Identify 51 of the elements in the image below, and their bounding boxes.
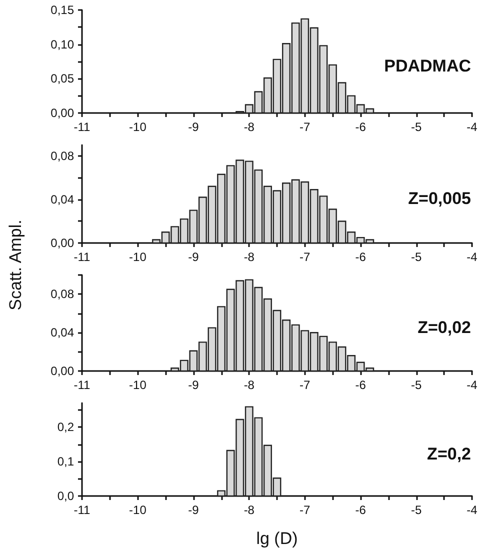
x-tick-label: -10 bbox=[129, 503, 147, 517]
y-tick-label: 0,04 bbox=[50, 326, 74, 340]
x-tick-label: -9 bbox=[188, 503, 200, 517]
y-tick-label: 0,2 bbox=[57, 420, 74, 434]
x-tick-label: -9 bbox=[188, 250, 200, 264]
x-tick-label: -10 bbox=[129, 378, 147, 392]
y-tick-label: 0,0 bbox=[57, 489, 74, 503]
x-tick-label: -10 bbox=[129, 250, 147, 264]
y-tick-label: 0,08 bbox=[50, 287, 74, 302]
x-tick-label: -5 bbox=[410, 120, 422, 134]
y-tick-label: 0,05 bbox=[50, 72, 74, 86]
text: Z=0,005 bbox=[408, 189, 472, 208]
x-tick-label: -11 bbox=[74, 503, 91, 517]
y-tick-label: 0,00 bbox=[50, 106, 74, 120]
x-tick-label: -7 bbox=[300, 250, 311, 264]
y-tick-label: 0,1 bbox=[57, 454, 74, 469]
x-tick-label: -5 bbox=[410, 503, 422, 517]
x-tick-label: -11 bbox=[74, 250, 91, 264]
x-tick-label: -11 bbox=[74, 120, 91, 134]
y-tick-label: 0,00 bbox=[50, 364, 74, 378]
x-tick-label: -7 bbox=[300, 503, 311, 517]
y-tick-label: 0,08 bbox=[50, 148, 74, 163]
x-tick-label: -8 bbox=[244, 250, 255, 264]
x-tick-label: -5 bbox=[410, 250, 422, 264]
x-tick-label: -9 bbox=[188, 120, 200, 134]
x-axis-title: lg (D) bbox=[256, 529, 298, 548]
x-tick-label: -4 bbox=[466, 503, 478, 517]
x-tick-label: -8 bbox=[244, 378, 255, 392]
x-tick-label: -11 bbox=[74, 378, 91, 392]
x-tick-label: -9 bbox=[188, 378, 200, 392]
x-tick-label: -6 bbox=[355, 503, 366, 517]
x-tick-label: -8 bbox=[244, 503, 255, 517]
x-tick-label: -7 bbox=[300, 120, 311, 134]
text: PDADMAC bbox=[384, 56, 472, 76]
x-tick-label: -6 bbox=[355, 120, 366, 134]
y-tick-label: 0,10 bbox=[50, 37, 74, 52]
x-tick-label: -10 bbox=[129, 120, 147, 134]
y-axis-title: Scatt. Ampl. bbox=[6, 220, 26, 310]
x-tick-label: -6 bbox=[355, 378, 366, 392]
x-tick-label: -7 bbox=[300, 378, 311, 392]
x-tick-label: -4 bbox=[466, 120, 478, 134]
x-tick-label: -4 bbox=[466, 250, 478, 264]
y-tick-label: 0,04 bbox=[50, 192, 74, 206]
x-tick-label: -6 bbox=[355, 250, 366, 264]
y-tick-label: 0,15 bbox=[50, 3, 74, 17]
x-tick-label: -8 bbox=[244, 120, 255, 134]
x-tick-label: -5 bbox=[410, 378, 422, 392]
y-tick-label: 0,00 bbox=[50, 236, 74, 250]
x-tick-label: -4 bbox=[466, 378, 478, 392]
text: Z=0,02 bbox=[418, 318, 472, 337]
text: Z=0,2 bbox=[427, 444, 472, 464]
